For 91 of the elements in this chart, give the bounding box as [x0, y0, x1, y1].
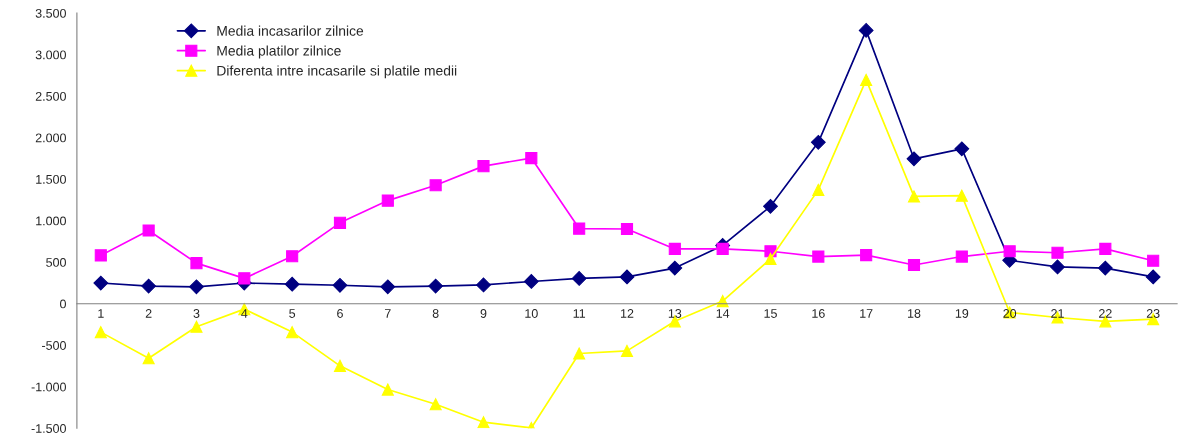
x-tick-label: 7 — [384, 309, 391, 318]
point — [189, 279, 204, 295]
x-tick-label: 9 — [480, 309, 487, 318]
point — [716, 242, 729, 255]
y-tick-label: -1.000 — [31, 382, 66, 392]
point — [286, 250, 299, 263]
point — [1099, 242, 1112, 255]
point — [907, 258, 921, 272]
point — [1145, 269, 1161, 285]
point — [1050, 259, 1065, 275]
point — [1147, 254, 1160, 267]
point — [860, 248, 873, 262]
point — [332, 277, 348, 293]
point — [1051, 246, 1064, 259]
point — [94, 326, 107, 339]
point — [333, 359, 347, 372]
point — [810, 134, 826, 150]
x-tick-label: 19 — [955, 309, 969, 318]
point — [1097, 260, 1113, 276]
x-tick-label: 6 — [337, 309, 343, 318]
point — [142, 224, 155, 237]
point — [381, 194, 394, 207]
point — [525, 152, 538, 165]
y-tick-label: 0 — [60, 299, 66, 309]
y-tick-label: 2.000 — [35, 133, 66, 143]
point — [668, 242, 681, 255]
point — [907, 190, 921, 203]
point — [429, 398, 442, 411]
x-tick-label: 15 — [764, 309, 777, 318]
point — [381, 383, 394, 396]
point — [380, 279, 396, 295]
point — [286, 326, 299, 339]
y-tick-label: 1.500 — [36, 174, 66, 184]
x-tick-label: 23 — [1146, 309, 1160, 318]
legend-label: Media incasarilor zilnice — [217, 25, 364, 36]
point — [667, 260, 683, 276]
x-tick-label: 10 — [525, 309, 538, 318]
point — [906, 151, 922, 167]
y-tick-label: -1.500 — [31, 424, 66, 433]
point — [955, 189, 968, 202]
point — [477, 160, 490, 173]
point — [429, 179, 442, 192]
y-tick-label: -500 — [42, 341, 66, 350]
point — [476, 277, 491, 293]
point — [763, 198, 778, 214]
x-tick-label: 16 — [812, 309, 825, 318]
x-tick-label: 18 — [908, 309, 921, 318]
point — [94, 249, 107, 262]
point — [764, 252, 777, 265]
point — [477, 416, 490, 429]
x-tick-label: 1 — [98, 309, 104, 318]
point — [812, 183, 825, 196]
point — [620, 344, 634, 357]
legend-label: Media platilor zilnice — [217, 45, 341, 59]
point — [238, 272, 251, 285]
point — [190, 257, 203, 270]
y-tick-label: 500 — [46, 258, 66, 267]
point — [1003, 245, 1016, 258]
point — [284, 276, 300, 292]
x-tick-label: 17 — [860, 309, 873, 318]
point — [812, 250, 825, 263]
point — [571, 271, 587, 286]
y-tick-label: 3.500 — [35, 8, 66, 18]
point — [858, 22, 874, 38]
x-tick-label: 5 — [289, 309, 296, 318]
point — [428, 278, 444, 294]
point — [860, 73, 873, 86]
x-tick-label: 3 — [193, 309, 200, 318]
y-tick-label: 2.500 — [35, 91, 66, 101]
point — [620, 222, 634, 236]
point — [141, 278, 157, 294]
point — [333, 216, 347, 229]
point — [142, 352, 155, 365]
y-tick-label: 3.000 — [35, 50, 66, 60]
x-tick-label: 13 — [668, 309, 682, 318]
legend-label: Diferenta intre incasarile si platile medii — [217, 65, 457, 79]
point — [573, 347, 586, 360]
x-tick-label: 2 — [145, 309, 152, 318]
point — [573, 222, 586, 235]
point — [190, 320, 203, 333]
x-tick-label: 8 — [432, 309, 439, 318]
point — [954, 141, 970, 157]
point — [93, 275, 109, 291]
x-tick-label: 11 — [573, 309, 586, 318]
x-tick-label: 22 — [1099, 309, 1112, 318]
x-tick-label: 14 — [716, 309, 730, 318]
point — [955, 250, 968, 263]
y-tick-label: 1.000 — [36, 216, 66, 226]
x-tick-label: 12 — [620, 309, 634, 318]
point — [523, 274, 539, 289]
point — [619, 269, 635, 285]
